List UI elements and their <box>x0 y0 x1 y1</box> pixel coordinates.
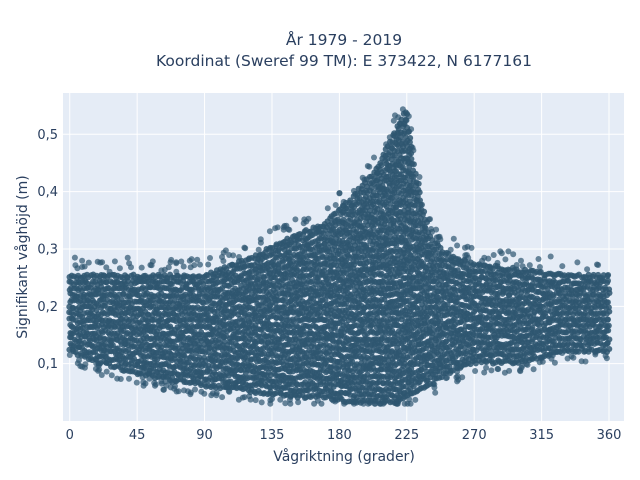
chart-title-line-2: Koordinat (Sweref 99 TM): E 373422, N 61… <box>156 52 532 70</box>
data-point <box>415 180 422 187</box>
data-point <box>432 251 438 258</box>
data-point <box>410 383 417 390</box>
data-point <box>407 135 414 141</box>
data-point <box>343 257 350 264</box>
data-point <box>421 208 428 215</box>
data-point <box>361 325 368 332</box>
data-point <box>408 156 415 162</box>
data-point <box>391 152 398 159</box>
data-point <box>378 162 385 169</box>
data-point <box>363 242 370 249</box>
data-point <box>347 197 354 204</box>
data-point <box>416 189 423 196</box>
data-point <box>410 161 417 168</box>
data-points <box>66 106 613 407</box>
chart-title-line-1: År 1979 - 2019 <box>286 30 402 49</box>
data-point <box>418 201 425 208</box>
